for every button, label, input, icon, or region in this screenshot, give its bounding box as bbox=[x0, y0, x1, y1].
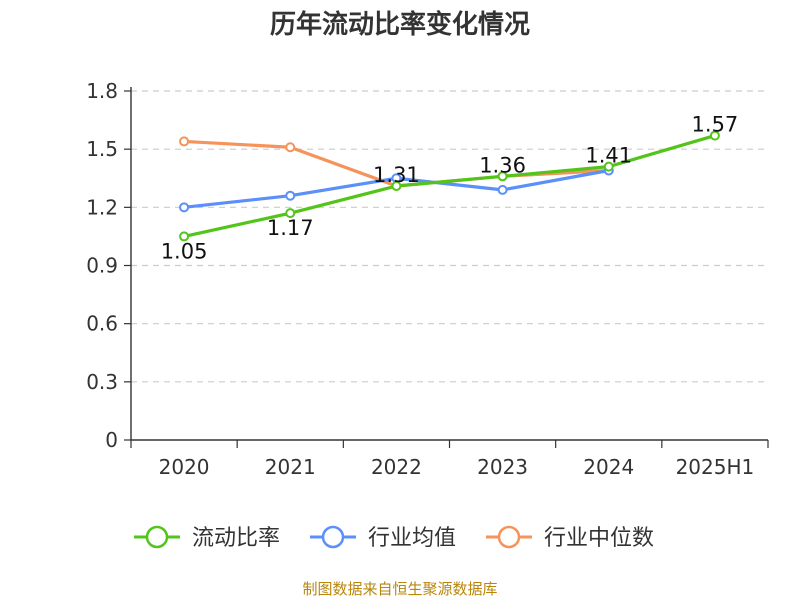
legend-item-2[interactable]: 行业中位数 bbox=[486, 525, 654, 551]
source-note: 制图数据来自恒生聚源数据库 bbox=[302, 580, 497, 598]
data-point bbox=[709, 130, 720, 141]
series-line-0 bbox=[183, 134, 716, 238]
legend-label: 流动比率 bbox=[192, 526, 280, 551]
y-tick-label: 0.6 bbox=[86, 312, 118, 336]
legend-item-1[interactable]: 行业均值 bbox=[310, 525, 456, 551]
y-tick-label: 0 bbox=[105, 428, 118, 452]
x-tick-label: 2024 bbox=[583, 455, 634, 479]
legend[interactable]: 流动比率 行业均值 行业中位数 bbox=[134, 525, 654, 551]
y-tick-label: 1.8 bbox=[86, 79, 118, 103]
x-tick-label: 2023 bbox=[477, 455, 528, 479]
data-label: 1.05 bbox=[161, 239, 208, 263]
y-tick-label: 0.3 bbox=[86, 370, 118, 394]
data-point bbox=[285, 142, 296, 153]
legend-marker bbox=[145, 525, 169, 549]
data-point bbox=[179, 136, 190, 147]
data-point bbox=[497, 184, 508, 195]
data-point bbox=[603, 161, 614, 172]
series bbox=[179, 130, 720, 242]
legend-label: 行业中位数 bbox=[544, 526, 654, 551]
data-labels: 1.05 1.17 1.31 1.36 1.41 1.57 bbox=[161, 113, 739, 264]
data-label: 1.36 bbox=[479, 153, 526, 177]
data-point bbox=[179, 202, 190, 213]
data-label: 1.31 bbox=[373, 163, 420, 187]
x-tick-label: 2020 bbox=[159, 455, 210, 479]
data-label: 1.41 bbox=[585, 144, 632, 168]
data-point bbox=[285, 208, 296, 219]
data-point bbox=[391, 181, 402, 192]
x-tick-label: 2025H1 bbox=[676, 455, 755, 479]
legend-marker bbox=[497, 525, 521, 549]
data-label: 1.57 bbox=[692, 113, 739, 137]
chart-title: 历年流动比率变化情况 bbox=[270, 9, 530, 40]
x-tick-label: 2021 bbox=[265, 455, 316, 479]
legend-label: 行业均值 bbox=[368, 526, 456, 551]
legend-marker bbox=[321, 525, 345, 549]
data-label: 1.17 bbox=[267, 216, 314, 240]
y-tick-label: 1.2 bbox=[86, 195, 118, 219]
legend-item-0[interactable]: 流动比率 bbox=[134, 525, 280, 551]
y-tick-label: 1.5 bbox=[86, 137, 118, 161]
data-point bbox=[285, 190, 296, 201]
data-point bbox=[179, 231, 190, 242]
y-tick-label: 0.9 bbox=[86, 254, 118, 278]
data-point bbox=[497, 171, 508, 182]
grid-lines bbox=[131, 90, 768, 383]
axes: 0 0.3 0.6 0.9 1.2 1.5 1.8 2020 2021 2022 2023 2024 2… bbox=[86, 79, 769, 479]
x-tick-label: 2022 bbox=[371, 455, 422, 479]
